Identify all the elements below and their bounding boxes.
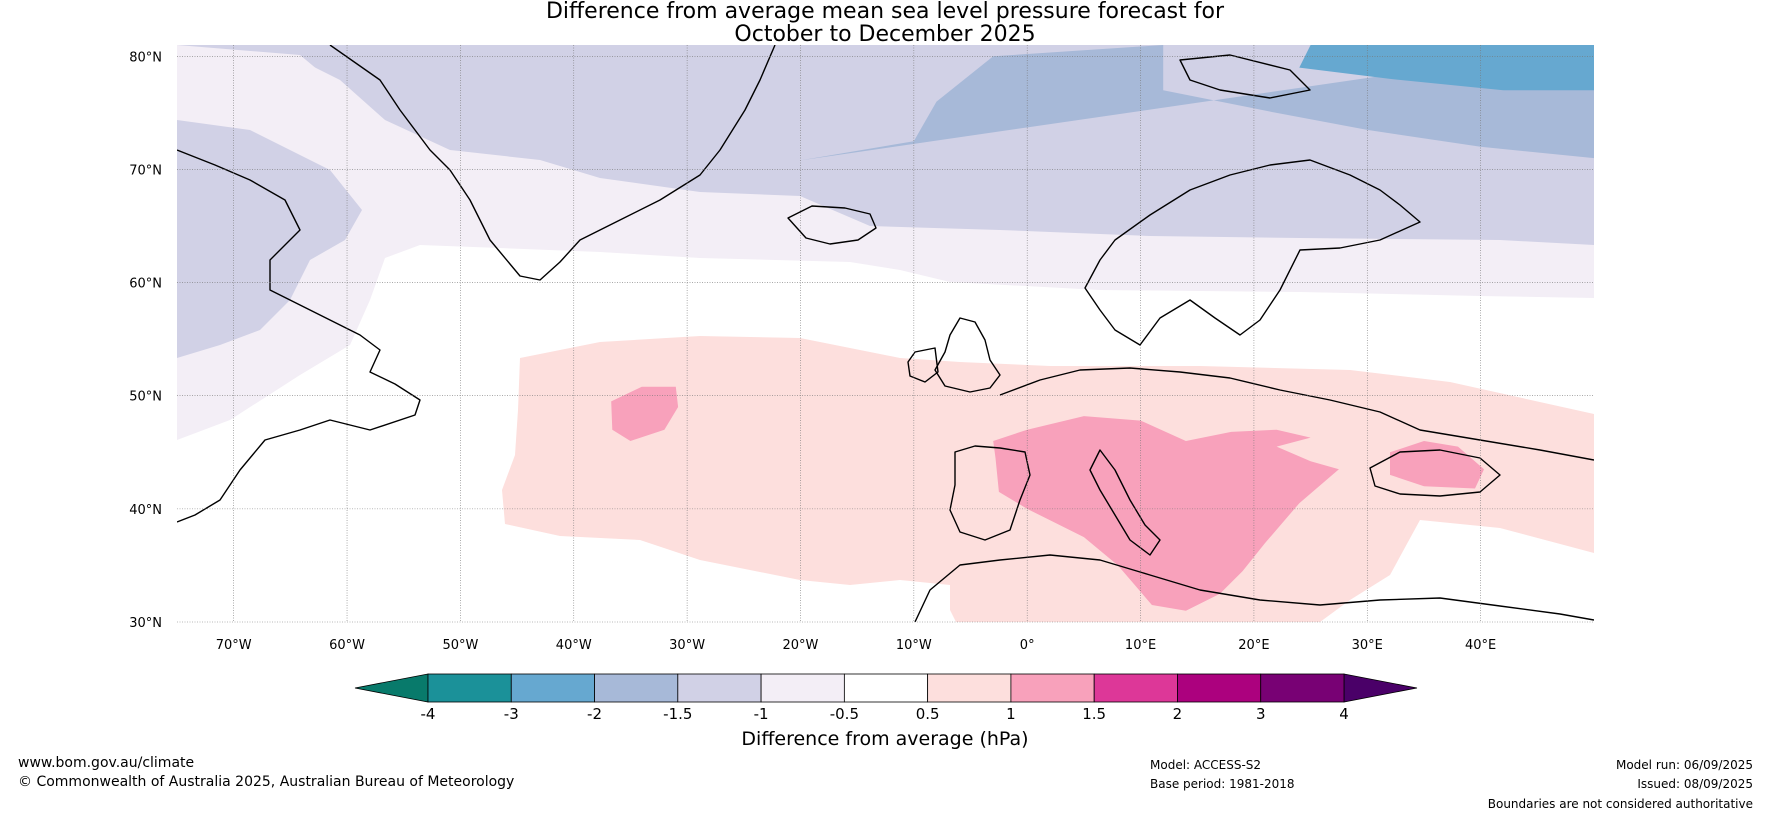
footer-model: Model: ACCESS-S2 xyxy=(1150,758,1262,772)
colorbar-tick-label: -2 xyxy=(587,705,602,723)
colorbar-swatch xyxy=(594,673,679,703)
anomaly-band-minus-1-strip xyxy=(177,45,330,110)
colorbar-swatch xyxy=(427,673,512,703)
colorbar-tick-label: -1 xyxy=(754,705,769,723)
colorbar: -4 -3 -2 -1.5 -1 -0.5 0.5 1 1.5 2 3 4 xyxy=(354,673,1418,723)
lon-tick-label: 30°W xyxy=(669,638,705,653)
greenland-coast xyxy=(329,45,776,281)
footer-copyright: © Commonwealth of Australia 2025, Austra… xyxy=(18,774,515,790)
anomaly-regions xyxy=(611,45,1594,611)
lon-tick-label: 40°E xyxy=(1465,638,1496,653)
colorbar-high-extend xyxy=(1343,673,1418,703)
colorbar-tick-label: 4 xyxy=(1339,705,1349,723)
colorbar-swatch xyxy=(677,673,762,703)
lon-tick-label: 10°E xyxy=(1125,638,1156,653)
colorbar-tick-label: 1 xyxy=(1006,705,1016,723)
lat-tick-label: 50°N xyxy=(129,390,162,405)
footer-disclaimer: Boundaries are not considered authoritat… xyxy=(1487,797,1753,811)
black-sea-coast xyxy=(1369,449,1501,497)
lat-tick-label: 60°N xyxy=(129,277,162,292)
arctic-islands-coast xyxy=(1179,54,1311,99)
lon-tick-label: 50°W xyxy=(442,638,478,653)
colorbar-swatch xyxy=(1093,673,1178,703)
lon-tick-label: 30°E xyxy=(1352,638,1383,653)
colorbar-tick-label: 3 xyxy=(1256,705,1266,723)
lon-tick-label: 20°E xyxy=(1238,638,1269,653)
lat-tick-label: 40°N xyxy=(129,503,162,518)
lat-tick-label: 80°N xyxy=(129,50,162,65)
colorbar-swatch xyxy=(1177,673,1262,703)
scandinavia-coast xyxy=(1084,159,1421,346)
britain-coast xyxy=(934,317,1001,393)
colorbar-swatch xyxy=(760,673,845,703)
coastlines xyxy=(177,45,1594,622)
colorbar-swatch xyxy=(843,673,929,703)
colorbar-tick-label: 1.5 xyxy=(1082,705,1106,723)
colorbar-swatch xyxy=(510,673,595,703)
lon-tick-label: 0° xyxy=(1020,638,1035,653)
anomaly-region-3 xyxy=(993,416,1339,611)
footer-website: www.bom.gov.au/climate xyxy=(18,755,195,771)
africa-coast xyxy=(914,554,1594,622)
colorbar-swatch xyxy=(1260,673,1345,703)
graticule xyxy=(177,45,1594,623)
lon-tick-label: 40°W xyxy=(556,638,592,653)
colorbar-tick-label: -4 xyxy=(421,705,436,723)
anomaly-band-minus-1-5-north xyxy=(177,45,1594,245)
lon-tick-label: 10°W xyxy=(896,638,932,653)
colorbar-low-extend xyxy=(354,673,429,703)
anomaly-band-minus-1-5-west xyxy=(177,120,362,358)
colorbar-tick-label: -3 xyxy=(504,705,519,723)
footer-model-run: Model run: 06/09/2025 xyxy=(1615,758,1753,772)
colorbar-label: Difference from average (hPa) xyxy=(741,728,1029,750)
colorbar-tick-label: 0.5 xyxy=(916,705,940,723)
colorbar-tick-label: -0.5 xyxy=(830,705,859,723)
iberia-coast xyxy=(949,445,1031,541)
map-title-line-1: Difference from average mean sea level p… xyxy=(545,0,1225,24)
map-plot-area xyxy=(177,45,1594,622)
ireland-coast xyxy=(907,347,939,383)
lat-tick-label: 70°N xyxy=(129,163,162,178)
anomaly-region-2 xyxy=(611,386,679,441)
colorbar-swatch xyxy=(1010,673,1095,703)
lon-tick-label: 60°W xyxy=(329,638,365,653)
anomaly-region-4 xyxy=(1390,441,1484,489)
lon-tick-label: 20°W xyxy=(783,638,819,653)
europe-coast xyxy=(999,367,1594,461)
colorbar-tick-label: 2 xyxy=(1173,705,1183,723)
colorbar-tick-label: -1.5 xyxy=(663,705,692,723)
iceland-coast xyxy=(787,205,877,245)
footer-base-period: Base period: 1981-2018 xyxy=(1150,777,1295,791)
map-title-line-2: October to December 2025 xyxy=(734,22,1036,47)
lat-tick-label: 30°N xyxy=(129,616,162,631)
axis-labels: 70°W 60°W 50°W 40°W 30°W 20°W 10°W 0° 10°E 20°E 30… xyxy=(129,50,1496,653)
lon-tick-label: 70°W xyxy=(216,638,252,653)
canada-coast xyxy=(177,149,421,523)
italy-coast xyxy=(1089,449,1161,556)
colorbar-swatch xyxy=(927,673,1012,703)
footer-issued: Issued: 08/09/2025 xyxy=(1637,777,1753,791)
